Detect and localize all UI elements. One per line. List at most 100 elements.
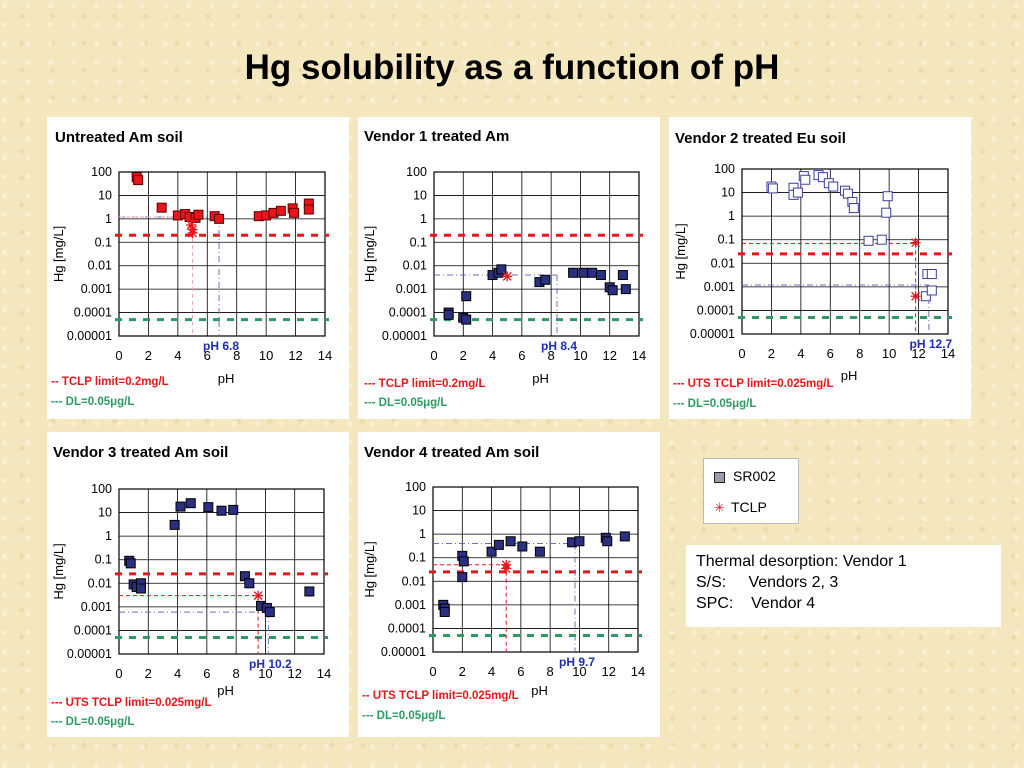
tclp-point [502,271,513,282]
data-point [881,207,892,218]
data-point [264,607,275,618]
x-tick-label: 2 [145,666,152,681]
data-point [193,209,204,220]
y-tick-label: 0.001 [396,282,427,296]
chart-title: Vendor 1 treated Am [364,128,510,145]
x-tick-label: 8 [233,666,240,681]
data-point [595,270,606,281]
y-tick-label: 0.0001 [697,303,735,317]
data-point [486,546,497,557]
x-tick-label: 12 [911,346,925,361]
data-point [439,606,450,617]
asterisk-marker-icon: ✳ [714,500,725,516]
y-tick-label: 0.01 [403,259,427,273]
data-point [517,541,528,552]
x-tick-label: 8 [856,346,863,361]
data-point [828,181,839,192]
y-tick-label: 100 [714,162,735,176]
y-tick-label: 1 [105,212,112,226]
x-tick-label: 12 [287,666,301,681]
plot-frame [433,171,640,337]
data-point [620,284,631,295]
x-tick-label: 4 [174,666,181,681]
data-point [175,501,186,512]
x-tick-label: 6 [517,664,524,679]
y-tick-label: 0.01 [402,574,426,588]
data-point [458,556,469,567]
data-point [496,264,507,275]
data-point [125,558,136,569]
y-tick-label: 0.0001 [74,623,112,637]
data-point [244,578,255,589]
y-tick-label: 0.001 [81,282,112,296]
x-tick-label: 2 [460,348,467,363]
data-point [863,235,874,246]
y-tick-label: 0.00001 [690,327,735,341]
chart-panel-untreated: Untreated Am soil 0 2 4 6 8 10 12 14 0.00001 0.00… [47,117,349,419]
x-tick-label: 14 [317,666,331,681]
tclp-point [910,237,921,248]
y-tick-label: 100 [406,165,427,179]
data-point [587,267,598,278]
y-tick-label: 10 [721,186,735,200]
x-tick-label: 4 [488,664,495,679]
legend-item-sr002: SR002 [714,468,776,484]
x-tick-label: 2 [768,346,775,361]
y-tick-label: 0.00001 [67,329,112,343]
data-point [568,267,579,278]
x-tick-label: 6 [827,346,834,361]
y-tick-label: 10 [413,188,427,202]
y-tick-label: 100 [91,482,112,496]
y-axis-label: Hg [mg/L] [51,226,66,282]
chart-panel-vendor3: Vendor 3 treated Am soil 0 2 4 6 8 10 12 14 0.00… [47,432,349,737]
data-point [505,536,516,547]
plot-frame [118,488,325,655]
chart-vendor2: 0 2 4 6 8 10 12 14 0.00001 0.0001 0.001 0.01 0.1 1 10 1… [673,162,955,383]
x-tick-label: 2 [459,664,466,679]
data-point [602,536,613,547]
data-point [882,191,893,202]
y-tick-label: 10 [98,188,112,202]
data-point [800,174,811,185]
square-marker-icon [714,471,725,483]
info-line: SPC: Vendor 4 [696,595,816,612]
x-tick-label: 4 [797,346,804,361]
tclp-point [501,563,512,574]
x-tick-label: 12 [602,348,616,363]
tclp-point [910,291,921,302]
data-point [848,203,859,214]
x-tick-label: 6 [203,666,210,681]
x-tick-label: 8 [547,664,554,679]
detection-limit-note: --- DL=0.05μg/L [51,396,135,408]
data-point [275,205,286,216]
y-tick-label: 0.01 [88,576,112,590]
uts-limit-note: --- UTS TCLP limit=0.025mg/L [51,697,212,709]
x-tick-label: 6 [204,348,211,363]
data-point [169,519,180,530]
y-axis-label: Hg [mg/L] [673,223,688,279]
data-point [534,546,545,557]
ph-marker-label: pH 8.4 [541,339,577,353]
data-point [926,285,937,296]
data-point [619,531,630,542]
info-line: Thermal desorption: Vendor 1 [696,553,907,570]
x-tick-label: 14 [632,348,646,363]
detection-limit-note: --- DL=0.05μg/L [362,710,446,722]
data-point [135,583,146,594]
x-tick-label: 0 [430,348,437,363]
chart-panel-vendor2: Vendor 2 treated Eu soil 0 2 4 6 8 10 12 14 0.00… [669,117,971,419]
x-tick-label: 12 [288,348,302,363]
info-line: S/S: Vendors 2, 3 [696,574,839,591]
y-tick-label: 0.001 [395,598,426,612]
x-tick-label: 12 [601,664,615,679]
y-tick-label: 0.1 [95,235,112,249]
x-tick-label: 14 [318,348,332,363]
y-tick-label: 0.01 [711,256,735,270]
uts-limit-note: --- UTS TCLP limit=0.025mg/L [673,378,834,390]
x-tick-label: 0 [738,346,745,361]
data-point [228,504,239,515]
x-tick-label: 4 [174,348,181,363]
x-axis-label: pH [217,683,234,698]
chart-vendor4: 0 2 4 6 8 10 12 14 0.00001 0.0001 0.001 0.01 0.1 1 10 1… [362,480,645,698]
y-tick-label: 0.1 [409,551,426,565]
